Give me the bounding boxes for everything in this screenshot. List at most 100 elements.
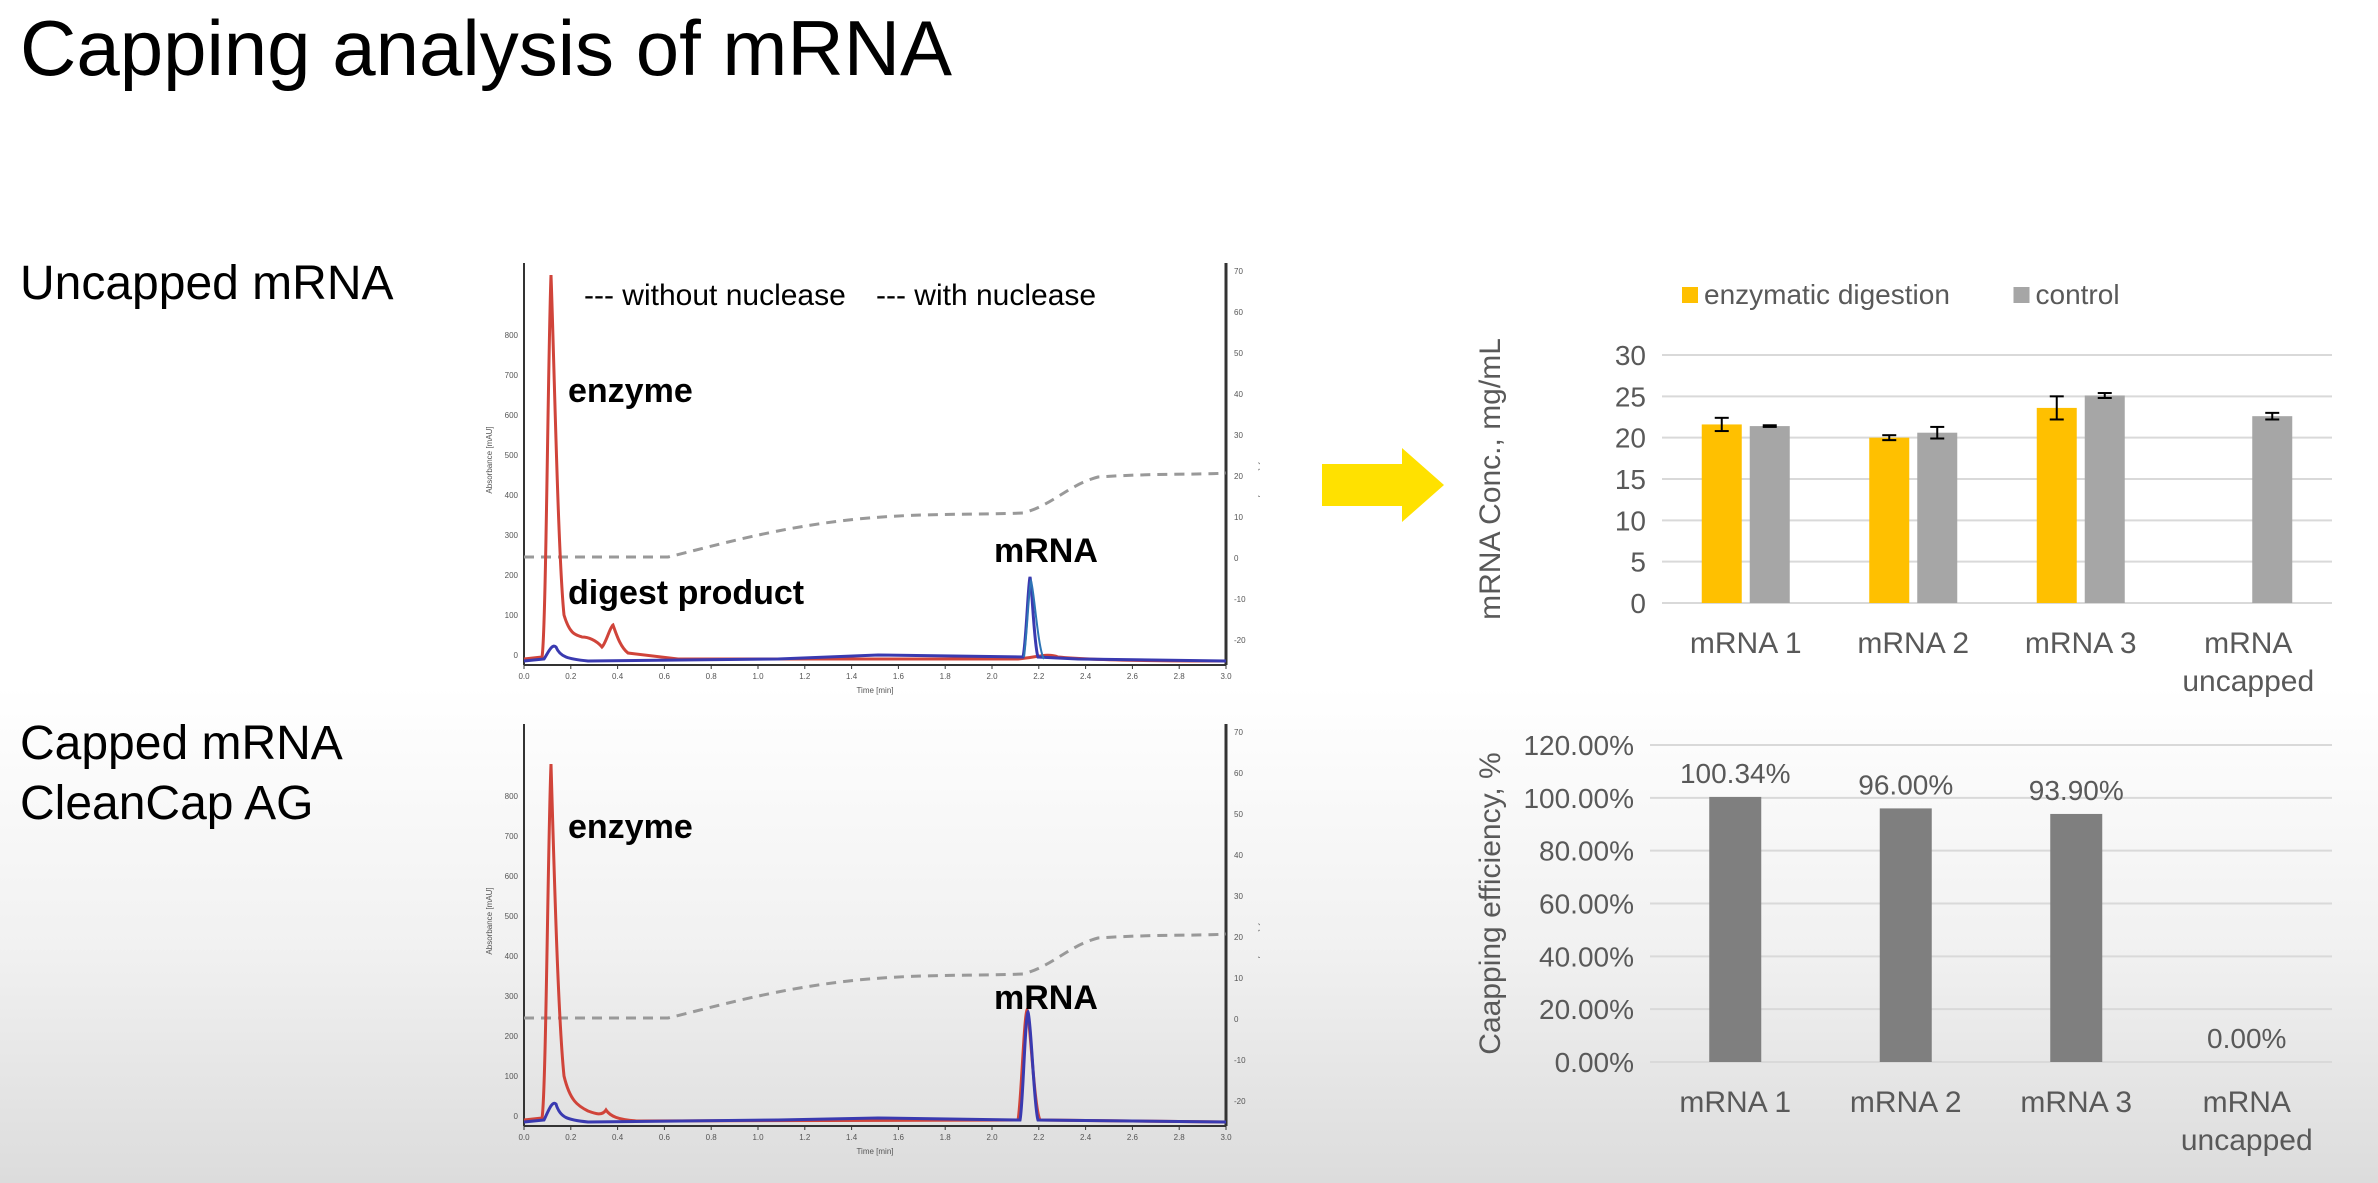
error-bar	[1930, 425, 1945, 440]
capped-label-line1: Capped mRNA	[20, 717, 343, 770]
y-left-tick-label: 0	[514, 651, 519, 660]
bar	[2084, 395, 2125, 603]
error-bar	[1882, 434, 1897, 442]
data-label: 0.00%	[2207, 1023, 2286, 1054]
y-left-tick-label: 700	[505, 371, 519, 380]
y-right-tick-label: -10	[1234, 595, 1246, 604]
x-tick-label: 0.2	[565, 672, 577, 681]
error-bar	[1714, 416, 1729, 433]
x-category-label: mRNA 3	[2025, 627, 2137, 660]
mrna-concentration-chart: 0 5 10 15 20 25 30 mRNA Conc., mg/mL mRNA 1 mRNA …	[1474, 279, 2332, 698]
data-label: 93.90%	[2029, 775, 2124, 806]
chromatogram-axes: 0.0 0.2 0.4 0.6 0.8 1.0 1.2 1.4 1.6 1.8 2.0 2.2 2.4 2…	[485, 724, 1260, 1156]
error-bar	[1762, 424, 1777, 428]
y-tick-label: 5	[1630, 547, 1646, 578]
x-category-label: uncapped	[2181, 1124, 2313, 1157]
y-left-tick-label: 800	[505, 331, 519, 340]
x-tick-label: 0.8	[706, 672, 718, 681]
without-nuclease-trace	[523, 1009, 1227, 1124]
x-tick-label: 1.2	[799, 1133, 811, 1142]
legend-swatch	[1682, 287, 1698, 303]
x-tick-label: 2.6	[1127, 672, 1139, 681]
x-tick-label: 2.4	[1080, 1133, 1092, 1142]
digest-product-label: digest product	[568, 574, 804, 612]
uncapped-mrna-label: Uncapped mRNA	[20, 257, 394, 310]
y-tick-label: 10	[1615, 505, 1646, 536]
enzyme-peak-label: enzyme	[568, 372, 693, 410]
x-tick-label: 1.6	[893, 1133, 905, 1142]
slide-title: Capping analysis of mRNA	[20, 4, 953, 92]
y-right-tick-label: 0	[1234, 554, 1239, 563]
y-right-axis-label: Conductivity [mS/cm]	[1258, 883, 1260, 958]
enzyme-peak-label: enzyme	[568, 808, 693, 846]
x-axis-label: Time [min]	[856, 1147, 893, 1156]
capped-mrna-label: Capped mRNA CleanCap AG	[20, 714, 343, 834]
y-left-tick-label: 300	[505, 531, 519, 540]
x-tick-label: 3.0	[1220, 1133, 1232, 1142]
data-label: 100.34%	[1680, 758, 1791, 789]
y-tick-label: 20	[1615, 423, 1646, 454]
y-right-tick-label: 70	[1234, 728, 1243, 737]
x-tick-label: 1.0	[752, 672, 764, 681]
legend-entry: control	[2036, 279, 2120, 310]
y-tick-label: 80.00%	[1539, 836, 1634, 867]
y-axis-label: mRNA Conc., mg/mL	[1474, 338, 1507, 620]
x-tick-label: 2.6	[1127, 1133, 1139, 1142]
y-tick-label: 100.00%	[1523, 783, 1634, 814]
conductivity-trace	[524, 471, 1227, 559]
x-category-label: mRNA 1	[1679, 1086, 1791, 1119]
y-tick-label: 120.00%	[1523, 730, 1634, 761]
y-left-tick-label: 200	[505, 1032, 519, 1041]
y-left-tick-label: 600	[505, 411, 519, 420]
y-left-tick-label: 700	[505, 832, 519, 841]
capping-efficiency-chart: 0.00% 20.00% 40.00% 60.00% 80.00% 100.00% 120.…	[1474, 730, 2332, 1157]
conductivity-trace	[524, 932, 1227, 1020]
y-left-tick-label: 500	[505, 451, 519, 460]
x-tick-label: 1.2	[799, 672, 811, 681]
x-category-label: mRNA 1	[1690, 627, 1802, 660]
y-right-tick-label: -20	[1234, 1097, 1246, 1106]
y-right-tick-label: 10	[1234, 974, 1243, 983]
x-category-label: mRNA 3	[2020, 1086, 2132, 1119]
legend-with-nuclease: --- with nuclease	[876, 279, 1096, 312]
chromatogram-capped: 0.0 0.2 0.4 0.6 0.8 1.0 1.2 1.4 1.6 1.8 2.0 2.2 2.4 2…	[485, 724, 1260, 1156]
y-tick-label: 20.00%	[1539, 994, 1634, 1025]
x-category-label: mRNA 2	[1850, 1086, 1962, 1119]
error-bar	[2049, 395, 2064, 421]
error-bar	[2265, 411, 2280, 421]
legend-without-nuclease: --- without nuclease	[584, 279, 846, 312]
y-left-tick-label: 100	[505, 611, 519, 620]
x-category-label: mRNA 2	[1857, 627, 1969, 660]
legend-entry: enzymatic digestion	[1704, 279, 1950, 310]
bar	[1879, 808, 1932, 1062]
x-tick-label: 0.8	[706, 1133, 718, 1142]
y-right-tick-label: 10	[1234, 513, 1243, 522]
mrna-peak-label: mRNA	[994, 979, 1098, 1017]
y-right-tick-label: -20	[1234, 636, 1246, 645]
y-right-tick-label: 0	[1234, 1015, 1239, 1024]
x-tick-label: 0.6	[659, 1133, 671, 1142]
x-tick-label: 1.4	[846, 1133, 858, 1142]
chromatogram-uncapped: 0.0 0.2 0.4 0.6 0.8 1.0 1.2 1.4 1.6 1.8 2.0 2.2 2.4 2…	[485, 263, 1260, 695]
y-tick-label: 0	[1630, 588, 1646, 619]
y-axis-label: Caapping efficiency, %	[1474, 752, 1507, 1054]
y-left-axis-label: Absorbance [mAU]	[485, 887, 494, 954]
yellow-arrow-icon	[1322, 448, 1444, 522]
x-tick-label: 2.8	[1174, 672, 1186, 681]
y-right-tick-label: 40	[1234, 390, 1243, 399]
bar	[2036, 407, 2077, 603]
x-tick-label: 1.8	[940, 672, 952, 681]
x-tick-label: 1.8	[940, 1133, 952, 1142]
y-left-axis-label: Absorbance [mAU]	[485, 426, 494, 493]
x-category-label: mRNA	[2204, 627, 2292, 660]
y-tick-label: 25	[1615, 381, 1646, 412]
without-nuclease-trace	[523, 576, 1227, 663]
x-tick-label: 2.2	[1033, 1133, 1045, 1142]
bar	[1709, 796, 1762, 1062]
y-left-tick-label: 500	[505, 912, 519, 921]
capped-label-line2: CleanCap AG	[20, 777, 314, 830]
y-right-tick-label: 30	[1234, 431, 1243, 440]
x-tick-label: 0.2	[565, 1133, 577, 1142]
y-tick-label: 15	[1615, 464, 1646, 495]
y-right-tick-label: 20	[1234, 933, 1243, 942]
